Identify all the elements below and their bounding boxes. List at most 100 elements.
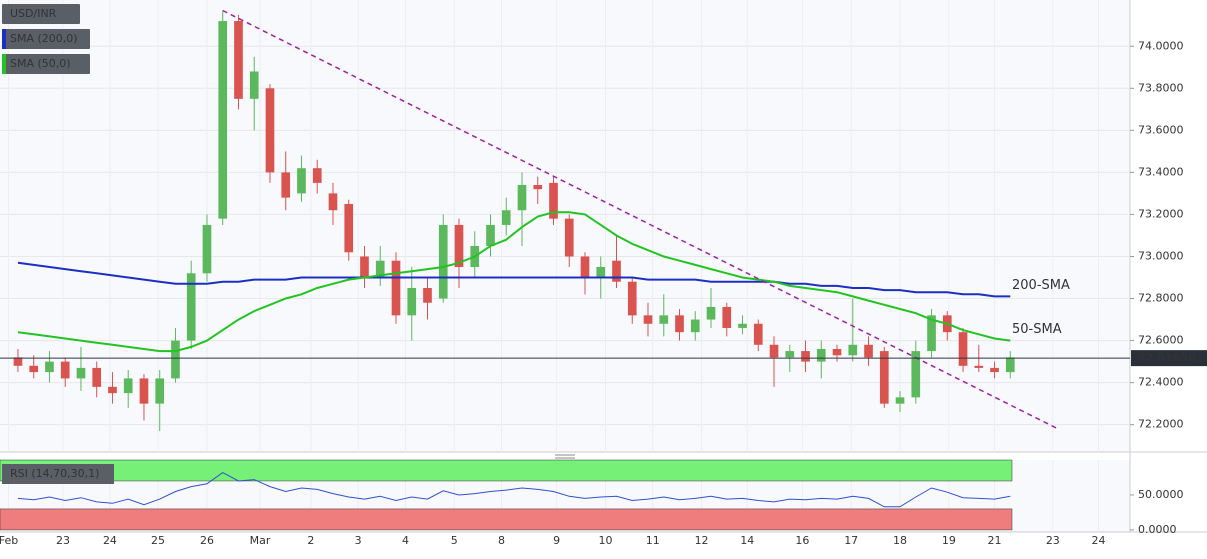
sma-line xyxy=(17,261,1011,298)
legend-swatch xyxy=(2,29,6,49)
candle-body xyxy=(60,361,70,379)
x-tick-label: 18 xyxy=(893,534,907,547)
candle-body xyxy=(13,357,23,366)
candle-body xyxy=(29,365,39,373)
candle-body xyxy=(155,378,165,404)
candle-body xyxy=(249,71,259,99)
candle-body xyxy=(675,315,684,333)
candle-body xyxy=(1005,357,1015,373)
x-tick-label: 23 xyxy=(56,534,70,547)
x-tick-label: 8 xyxy=(498,534,505,547)
sma-line xyxy=(17,211,1011,353)
y-tick-label: 50.0000 xyxy=(1138,488,1184,501)
candle-body xyxy=(974,365,984,368)
candle-body xyxy=(706,306,716,320)
candle-body xyxy=(990,367,999,373)
y-tick-label: 72.6000 xyxy=(1138,334,1184,347)
candle-body xyxy=(816,348,826,362)
candle-body xyxy=(45,361,54,373)
candle-body xyxy=(328,193,338,211)
candle-body xyxy=(643,315,653,324)
candle-body xyxy=(927,315,936,352)
candle-body xyxy=(722,306,732,328)
legend-box xyxy=(2,4,80,24)
x-tick-label: 23 xyxy=(1046,534,1060,547)
legend-swatch xyxy=(2,54,6,74)
x-tick-label: 9 xyxy=(553,534,560,547)
x-tick-label: 3 xyxy=(355,534,362,547)
candle-body xyxy=(533,185,543,190)
candle-body xyxy=(202,224,212,274)
candle-body xyxy=(486,224,495,246)
x-tick-label: 25 xyxy=(151,534,165,547)
x-tick-label: 11 xyxy=(646,534,660,547)
candle-body xyxy=(580,256,590,278)
candle-body xyxy=(423,288,432,303)
candle-body xyxy=(108,386,117,394)
candle-body xyxy=(879,351,889,404)
candle-body xyxy=(801,351,810,362)
candle-body xyxy=(738,323,747,328)
candle-body xyxy=(690,319,700,333)
x-tick-label: 5 xyxy=(451,534,458,547)
current-price-label: 72.51650 xyxy=(1138,351,1196,364)
y-tick-label: 72.8000 xyxy=(1138,292,1184,305)
candle-body xyxy=(76,367,86,379)
legend-label: SMA (200,0) xyxy=(10,32,78,45)
candle-body xyxy=(958,332,968,366)
x-tick-label: 21 xyxy=(988,534,1002,547)
y-tick-label: 73.4000 xyxy=(1138,165,1184,178)
candle-body xyxy=(895,397,905,404)
candle-body xyxy=(344,203,354,253)
candle-body xyxy=(281,172,291,198)
legend-box xyxy=(2,464,114,484)
candle-body xyxy=(612,260,621,282)
candle-body xyxy=(312,168,322,183)
candle-body xyxy=(171,340,180,379)
candle-body xyxy=(123,378,133,394)
oversold-band xyxy=(0,508,1013,531)
legend-box xyxy=(2,29,90,49)
legend-label: USD/INR xyxy=(10,7,57,20)
candle-body xyxy=(92,367,102,387)
candle-body xyxy=(454,224,464,267)
candle-body xyxy=(848,344,858,356)
y-tick-label: 74.0000 xyxy=(1138,39,1184,52)
x-tick-label: 24 xyxy=(1091,534,1105,547)
candle-body xyxy=(501,210,511,225)
x-tick-label: Feb xyxy=(0,534,18,547)
candle-body xyxy=(517,185,527,211)
x-tick-label: 17 xyxy=(844,534,858,547)
legend-box xyxy=(2,54,90,74)
candle-body xyxy=(785,351,795,358)
x-tick-label: 26 xyxy=(200,534,214,547)
candle-body xyxy=(627,281,637,316)
candle-body xyxy=(769,344,779,358)
candle-body xyxy=(218,21,228,219)
trendline xyxy=(222,9,1059,430)
candle-body xyxy=(864,344,873,358)
candle-body xyxy=(407,288,417,316)
candle-body xyxy=(659,315,669,324)
y-tick-label: 73.0000 xyxy=(1138,249,1184,262)
x-tick-label: 4 xyxy=(402,534,409,547)
x-tick-label: 10 xyxy=(598,534,612,547)
y-tick-label: 0.0000 xyxy=(1138,523,1177,536)
candle-body xyxy=(564,218,574,257)
annotation: 200-SMA xyxy=(1012,278,1070,293)
candle-body xyxy=(596,266,606,278)
rsi-title: RSI (14,70,30,1) xyxy=(10,467,99,480)
annotation: 50-SMA xyxy=(1012,322,1062,337)
current-price-box xyxy=(1131,350,1207,367)
legend-label: SMA (50,0) xyxy=(10,57,71,70)
candle-body xyxy=(186,273,196,341)
candle-body xyxy=(297,168,306,194)
x-tick-label: 16 xyxy=(795,534,809,547)
candle-body xyxy=(265,88,275,173)
candle-body xyxy=(438,224,448,299)
candle-body xyxy=(360,256,369,278)
rsi-line xyxy=(17,472,1011,508)
candle-body xyxy=(375,260,385,278)
candle-body xyxy=(139,378,149,404)
